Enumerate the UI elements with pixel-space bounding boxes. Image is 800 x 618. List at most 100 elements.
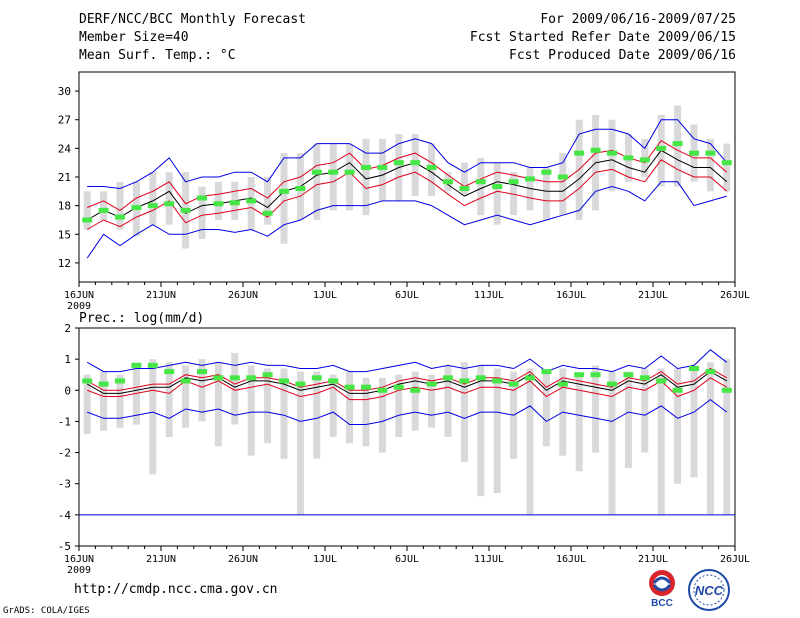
chart2-series-upper-outer-band — [86, 349, 728, 373]
chart1-climatology-marker — [443, 179, 453, 185]
chart1-climatology-marker — [557, 174, 568, 180]
chart1-climatology-marker — [164, 201, 175, 207]
chart2-range-box — [264, 368, 272, 444]
chart1-range-box — [362, 138, 370, 216]
chart2-series-lower-outer-band — [87, 398, 728, 425]
chart2-climatology-marker — [131, 362, 142, 368]
chart1-climatology-marker — [410, 160, 421, 166]
chart2-climatology-marker — [164, 369, 175, 375]
chart2-y-tick-label: -4 — [58, 509, 72, 522]
chart1-climatology-marker — [541, 169, 552, 175]
bcc-logo: BCC — [649, 570, 675, 608]
chart2-y-tick-label: 0 — [64, 384, 71, 397]
chart1-y-tick-label: 30 — [58, 85, 71, 98]
chart1-climatology-marker — [475, 179, 486, 185]
precip-variable-label: Prec.: log(mm/d) — [79, 311, 205, 326]
chart2-range-box — [690, 365, 698, 478]
chart2-climatology-marker — [147, 362, 158, 368]
chart1-climatology-marker — [295, 185, 306, 191]
chart1-range-box — [460, 162, 468, 197]
chart2-range-box — [444, 365, 452, 437]
chart1-range-box — [83, 191, 91, 230]
chart1-x-tick-label: 16JUL — [556, 290, 586, 301]
chart2-x-tick-label: 21JUN — [146, 554, 176, 565]
chart2-climatology-marker — [295, 381, 306, 387]
chart1-climatology-marker — [98, 207, 109, 213]
precipitation-chart: -5 -4 -3 -2 -1 0 1 2 16JUN 21JUN 26JUN 1JUL 6JUL 11JU… — [58, 322, 750, 576]
chart2-range-box — [182, 365, 190, 428]
chart2-climatology-marker — [672, 387, 683, 393]
chart2-climatology-marker — [246, 375, 257, 381]
chart2-range-box — [641, 368, 649, 453]
chart2-x-tick-label: 16JUN — [64, 554, 94, 565]
chart1-climatology-marker — [279, 188, 289, 194]
chart1-range-box — [116, 181, 124, 230]
chart2-climatology-marker — [361, 384, 371, 390]
chart2-range-box — [657, 368, 665, 515]
chart2-climatology-marker — [393, 384, 404, 390]
chart1-range-box — [264, 177, 272, 225]
chart1-climatology-marker — [180, 207, 191, 213]
chart1-y-tick-label: 18 — [58, 200, 71, 213]
chart2-plot-frame — [78, 327, 736, 547]
chart2-climatology-marker — [344, 384, 355, 390]
chart2-climatology-marker — [557, 381, 568, 387]
chart1-climatology-marker — [492, 184, 503, 190]
started-date-label: Fcst Started Refer Date 2009/06/15 — [469, 30, 736, 45]
chart2-range-box — [362, 377, 370, 447]
chart1-range-box — [165, 172, 173, 225]
chart1-climatology-marker — [262, 210, 273, 216]
source-url[interactable]: http://cmdp.ncc.cma.gov.cn — [74, 582, 278, 597]
chart2-range-box — [346, 371, 354, 444]
chart2-climatology-marker — [492, 378, 503, 384]
chart2-range-box — [723, 359, 731, 515]
chart2-series-upper-inner-band — [86, 367, 728, 391]
chart2-range-box — [477, 365, 485, 497]
chart1-climatology-marker — [131, 205, 142, 211]
chart1-y-tick-label: 12 — [58, 257, 71, 270]
chart1-climatology-marker — [229, 200, 240, 206]
chart2-climatology-marker — [279, 378, 289, 384]
chart2-climatology-marker — [410, 387, 421, 393]
chart2-y-tick-label: -1 — [58, 415, 71, 428]
chart2-range-box — [149, 359, 157, 475]
chart1-range-box — [493, 162, 501, 225]
chart2-x-year-label: 2009 — [67, 565, 91, 576]
chart1-climatology-marker — [656, 145, 667, 151]
chart2-range-box — [460, 362, 468, 462]
chart1-x-year-label: 2009 — [67, 301, 91, 312]
chart1-y-tick-label: 15 — [58, 228, 71, 241]
chart1-climatology-marker — [574, 150, 585, 156]
chart2-climatology-marker — [180, 378, 191, 384]
chart2-range-box — [624, 371, 632, 469]
chart2-range-box — [280, 368, 288, 459]
chart1-range-box — [100, 191, 108, 220]
chart1-range-box — [477, 157, 485, 216]
chart1-climatology-marker — [311, 169, 322, 175]
chart2-range-box — [526, 368, 534, 515]
chart2-range-box — [116, 374, 124, 428]
chart1-y-tick-label: 24 — [58, 142, 72, 155]
chart1-range-box — [329, 143, 337, 211]
chart2-climatology-marker — [443, 375, 453, 381]
chart1-range-box — [198, 186, 206, 240]
chart2-climatology-marker — [262, 372, 273, 378]
chart2-climatology-marker — [82, 378, 93, 384]
chart1-range-box — [149, 172, 157, 225]
chart2-range-box — [428, 374, 436, 428]
chart2-climatology-marker — [639, 375, 650, 381]
chart1-range-box — [706, 138, 714, 192]
variable-label: Mean Surf. Temp.: °C — [79, 48, 236, 63]
chart1-x-tick-label: 26JUL — [720, 290, 750, 301]
chart2-range-box — [296, 371, 304, 515]
chart2-range-box — [231, 352, 239, 425]
member-size-label: Member Size=40 — [79, 30, 189, 45]
figure-title: DERF/NCC/BCC Monthly Forecast — [79, 12, 306, 27]
chart2-climatology-marker — [623, 372, 634, 378]
chart2-climatology-marker — [213, 375, 224, 381]
chart1-x-tick-label: 21JUN — [146, 290, 176, 301]
chart1-series-lower-outer-band — [86, 181, 727, 259]
chart1-climatology-marker — [393, 160, 404, 166]
chart2-range-box — [395, 374, 403, 437]
